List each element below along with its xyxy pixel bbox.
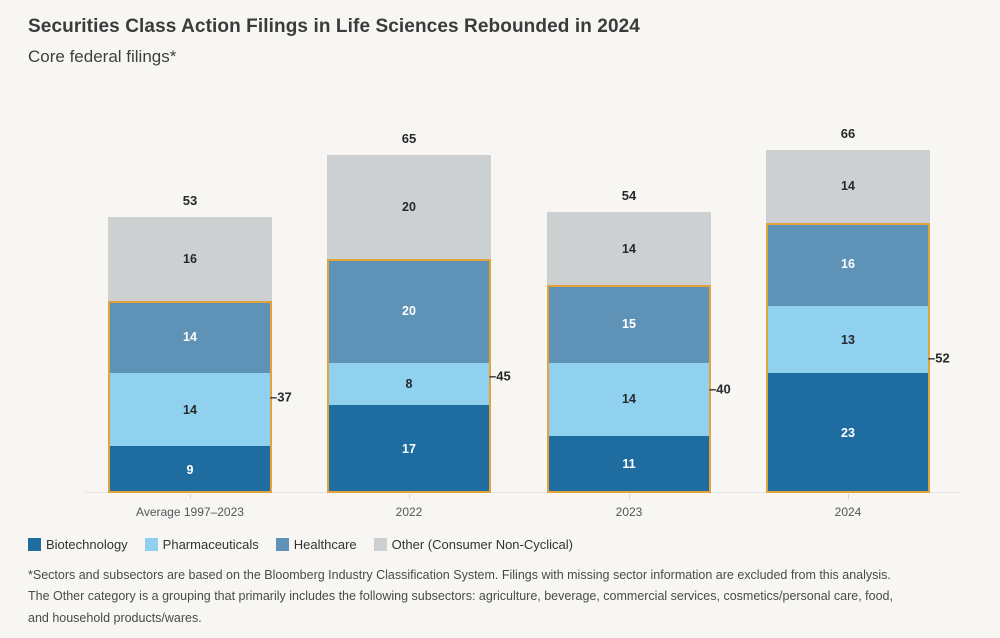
legend-swatch bbox=[28, 538, 41, 551]
bar-total-label: 66 bbox=[840, 125, 856, 141]
legend-item-biotechnology: Biotechnology bbox=[28, 537, 128, 552]
bar-2024: 14 16 13 23 bbox=[766, 149, 930, 493]
footnote-line: *Sectors and subsectors are based on the… bbox=[28, 568, 891, 582]
bar-total-label: 53 bbox=[182, 193, 198, 209]
segment-biotechnology: 9 bbox=[108, 446, 272, 493]
stacked-bar-chart: 16 14 14 9 53 –37 Average 1997–2023 20 20 8 17 65 –4… bbox=[85, 110, 965, 519]
legend-item-other: Other (Consumer Non-Cyclical) bbox=[373, 537, 573, 552]
legend-item-healthcare: Healthcare bbox=[275, 537, 357, 552]
x-axis-label: 2024 bbox=[834, 505, 862, 519]
axis-tick bbox=[629, 494, 630, 499]
footnote: *Sectors and subsectors are based on the… bbox=[28, 565, 978, 629]
segment-other: 14 bbox=[547, 212, 711, 285]
segment-other: 16 bbox=[108, 217, 272, 301]
segment-biotechnology: 23 bbox=[766, 373, 930, 493]
segment-pharmaceuticals: 14 bbox=[547, 363, 711, 436]
bar-2022: 20 20 8 17 bbox=[327, 155, 491, 493]
chart-subtitle: Core federal filings* bbox=[28, 47, 177, 66]
segment-healthcare: 16 bbox=[766, 222, 930, 306]
x-axis-label: 2023 bbox=[615, 505, 643, 519]
life-sciences-subtotal-label: –37 bbox=[270, 389, 292, 405]
life-sciences-subtotal-label: –52 bbox=[928, 350, 950, 366]
segment-biotechnology: 11 bbox=[547, 435, 711, 493]
segment-healthcare: 20 bbox=[327, 259, 491, 363]
bar-Average 1997–2023: 16 14 14 9 bbox=[108, 217, 272, 493]
footnote-line: and household products/wares. bbox=[28, 610, 202, 625]
x-axis-label: Average 1997–2023 bbox=[136, 505, 244, 519]
life-sciences-subtotal-label: –40 bbox=[709, 381, 731, 397]
axis-tick bbox=[848, 494, 849, 499]
life-sciences-group: 20 8 17 bbox=[327, 259, 491, 493]
segment-other: 20 bbox=[327, 155, 491, 259]
legend-label: Pharmaceuticals bbox=[162, 537, 259, 552]
legend-swatch bbox=[275, 538, 289, 551]
axis-tick bbox=[409, 494, 410, 499]
axis-tick bbox=[190, 494, 191, 499]
segment-healthcare: 15 bbox=[547, 285, 711, 363]
footnote-line: The Other category is a grouping that pr… bbox=[28, 589, 893, 604]
legend-label: Other (Consumer Non-Cyclical) bbox=[391, 537, 573, 552]
segment-pharmaceuticals: 14 bbox=[108, 373, 272, 447]
segment-pharmaceuticals: 8 bbox=[327, 363, 491, 405]
bar-total-label: 54 bbox=[621, 188, 637, 204]
x-axis-line bbox=[85, 492, 960, 493]
x-axis-label: 2022 bbox=[395, 505, 423, 519]
chart-title: Securities Class Action Filings in Life … bbox=[28, 16, 640, 37]
legend-label: Biotechnology bbox=[46, 537, 128, 552]
life-sciences-subtotal-label: –45 bbox=[489, 368, 511, 384]
legend-swatch bbox=[144, 538, 158, 551]
legend: Biotechnology Pharmaceuticals Healthcare Ot… bbox=[28, 537, 573, 552]
life-sciences-group: 15 14 11 bbox=[547, 285, 711, 493]
legend-swatch bbox=[373, 538, 387, 551]
segment-other: 14 bbox=[766, 149, 930, 223]
segment-healthcare: 14 bbox=[108, 300, 272, 374]
life-sciences-group: 14 14 9 bbox=[108, 300, 272, 493]
bar-2023: 14 15 14 11 bbox=[547, 212, 711, 493]
segment-pharmaceuticals: 13 bbox=[766, 305, 930, 374]
bar-total-label: 65 bbox=[401, 131, 417, 146]
segment-biotechnology: 17 bbox=[327, 404, 491, 493]
legend-label: Healthcare bbox=[293, 537, 357, 552]
legend-item-pharmaceuticals: Pharmaceuticals bbox=[144, 537, 259, 552]
life-sciences-group: 16 13 23 bbox=[766, 222, 930, 493]
